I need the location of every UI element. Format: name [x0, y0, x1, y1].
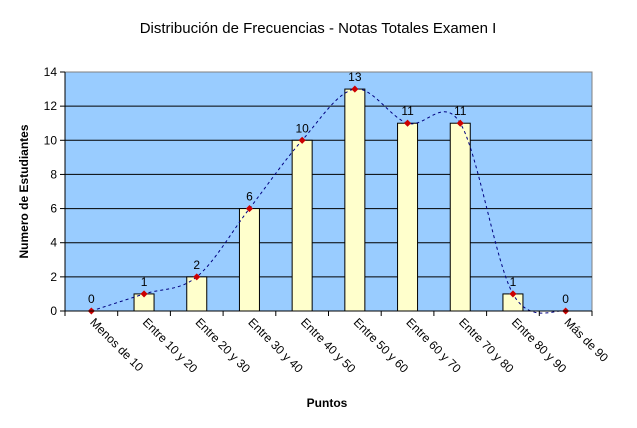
gridlines — [65, 105, 592, 278]
x-axis-title: Puntos — [307, 396, 348, 410]
y-tick-label: 4 — [50, 236, 57, 250]
y-tick-label: 10 — [44, 133, 58, 147]
data-point-marker — [404, 119, 412, 127]
y-axis-title: Numero de Estudiantes — [17, 124, 31, 258]
data-point-marker — [509, 290, 517, 298]
data-point-marker — [140, 290, 148, 298]
category-label: Más de 90 — [562, 315, 612, 365]
category-label: Entre 20 y 30 — [193, 315, 254, 376]
data-label: 6 — [246, 190, 253, 204]
data-point-marker — [298, 136, 306, 144]
trend-line — [91, 88, 566, 314]
data-label: 1 — [141, 275, 148, 289]
y-tick-label: 14 — [44, 65, 58, 79]
category-label: Entre 50 y 60 — [351, 315, 412, 376]
category-label: Entre 40 y 50 — [298, 315, 359, 376]
data-point-marker — [456, 119, 464, 127]
data-point-marker — [245, 205, 253, 213]
data-label: 11 — [454, 104, 467, 118]
category-label: Menos de 10 — [87, 315, 146, 374]
bar — [291, 139, 313, 312]
y-tick-label: 2 — [50, 270, 57, 284]
data-label: 11 — [401, 104, 414, 118]
data-label: 10 — [295, 121, 309, 135]
category-label: Entre 10 y 20 — [140, 315, 201, 376]
data-label: 1 — [510, 275, 517, 289]
data-label: 2 — [193, 258, 200, 272]
y-tick-label: 8 — [50, 167, 57, 181]
y-tick-label: 6 — [50, 202, 57, 216]
bars — [133, 88, 524, 312]
data-label: 0 — [562, 292, 569, 306]
category-label: Entre 70 y 80 — [456, 315, 517, 376]
trend-line-layer — [87, 85, 570, 315]
y-tick-label: 12 — [44, 99, 58, 113]
chart-title: Distribución de Frecuencias - Notas Tota… — [140, 20, 497, 37]
bar — [449, 122, 471, 312]
data-point-marker — [193, 273, 201, 281]
category-label: Entre 80 y 90 — [509, 315, 570, 376]
bar — [238, 208, 260, 312]
category-label: Entre 30 y 40 — [245, 315, 306, 376]
y-tick-label: 0 — [50, 304, 57, 318]
data-label: 0 — [88, 292, 95, 306]
category-label: Entre 60 y 70 — [403, 315, 464, 376]
bar — [397, 122, 419, 312]
data-point-marker — [351, 85, 359, 93]
data-label: 13 — [348, 70, 362, 84]
bar — [344, 88, 366, 312]
